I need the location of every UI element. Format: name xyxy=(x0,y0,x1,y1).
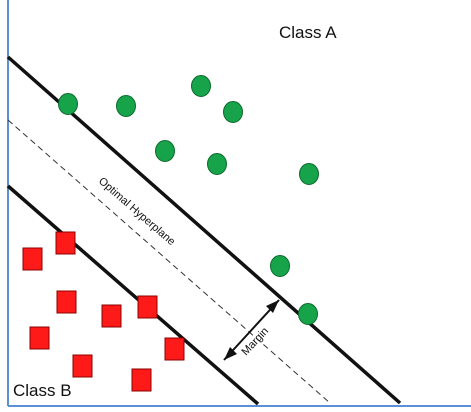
optimal-hyperplane-line xyxy=(7,119,331,404)
lower-margin-line xyxy=(6,184,260,406)
class-a-label: Class A xyxy=(279,23,337,42)
class-a-point xyxy=(223,101,243,123)
class-a-point xyxy=(116,95,136,117)
class-a-point xyxy=(155,140,175,162)
class-a-point xyxy=(207,153,227,175)
class-a-point xyxy=(299,163,319,185)
class-b-point xyxy=(164,337,185,361)
class-b-point xyxy=(55,231,76,255)
class-a-point xyxy=(58,93,78,115)
class-b-point xyxy=(56,290,77,314)
class-a-point xyxy=(298,303,318,325)
class-a-point xyxy=(270,255,290,277)
margin-label: Margin xyxy=(239,325,271,358)
class-b-point xyxy=(131,368,152,392)
class-b-points xyxy=(22,231,185,392)
class-b-point xyxy=(101,304,122,328)
class-a-points xyxy=(58,75,319,325)
hyperplane-label: Optimal Hyperplane xyxy=(96,175,177,248)
class-b-point xyxy=(72,354,93,378)
class-b-point xyxy=(137,295,158,319)
upper-margin-line xyxy=(6,55,402,405)
class-b-label: Class B xyxy=(13,381,72,400)
margin-arrow xyxy=(223,299,280,361)
class-b-point xyxy=(29,326,50,350)
class-b-point xyxy=(22,247,43,271)
class-a-point xyxy=(191,75,211,97)
